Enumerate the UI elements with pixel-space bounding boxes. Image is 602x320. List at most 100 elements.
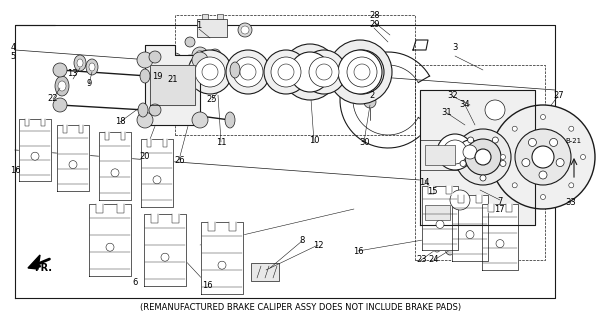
Text: 18: 18: [115, 117, 126, 126]
Ellipse shape: [53, 63, 67, 77]
Ellipse shape: [214, 68, 222, 76]
Bar: [251, 263, 279, 281]
Bar: [425, 145, 455, 165]
Ellipse shape: [149, 104, 161, 116]
Polygon shape: [28, 255, 40, 269]
Ellipse shape: [158, 92, 172, 112]
Text: 15: 15: [427, 188, 438, 196]
Ellipse shape: [492, 137, 498, 143]
Polygon shape: [208, 222, 215, 231]
Ellipse shape: [436, 220, 444, 228]
Ellipse shape: [77, 59, 83, 67]
Text: 22: 22: [48, 94, 58, 103]
Ellipse shape: [468, 137, 474, 143]
Polygon shape: [144, 214, 186, 286]
Ellipse shape: [466, 231, 474, 239]
Ellipse shape: [191, 63, 209, 81]
Ellipse shape: [302, 50, 346, 94]
Ellipse shape: [512, 126, 517, 131]
Ellipse shape: [496, 240, 504, 248]
Ellipse shape: [183, 55, 197, 69]
Ellipse shape: [550, 139, 557, 147]
Text: 33: 33: [565, 198, 576, 207]
Ellipse shape: [340, 50, 384, 94]
Polygon shape: [201, 222, 243, 294]
Ellipse shape: [238, 23, 252, 37]
Ellipse shape: [202, 64, 218, 80]
Ellipse shape: [580, 155, 586, 159]
Ellipse shape: [195, 57, 225, 87]
Ellipse shape: [106, 243, 114, 251]
Text: FR.: FR.: [34, 263, 52, 273]
Text: 19: 19: [152, 72, 163, 81]
Ellipse shape: [480, 175, 486, 181]
Polygon shape: [19, 119, 51, 181]
Text: 2: 2: [370, 92, 374, 100]
Text: (REMANUFACTURED BRAKE CALIPER ASSY DOES NOT INCLUDE BRAKE PADS): (REMANUFACTURED BRAKE CALIPER ASSY DOES …: [140, 303, 462, 312]
Bar: [217, 14, 223, 19]
Text: 11: 11: [216, 138, 227, 147]
Text: 13: 13: [67, 69, 78, 78]
Ellipse shape: [522, 159, 530, 167]
Ellipse shape: [475, 149, 491, 165]
Ellipse shape: [471, 121, 479, 133]
Polygon shape: [428, 186, 433, 194]
Polygon shape: [57, 125, 89, 191]
Polygon shape: [458, 195, 464, 203]
Polygon shape: [506, 204, 512, 212]
Ellipse shape: [86, 59, 98, 75]
Ellipse shape: [137, 52, 153, 68]
Ellipse shape: [569, 126, 574, 131]
Polygon shape: [25, 119, 29, 126]
Polygon shape: [420, 90, 535, 225]
Polygon shape: [163, 139, 167, 147]
Text: B-21: B-21: [565, 139, 581, 144]
Bar: [202, 14, 208, 19]
Polygon shape: [151, 214, 158, 223]
Text: 5: 5: [11, 52, 16, 61]
Ellipse shape: [230, 62, 240, 78]
Text: 28: 28: [369, 11, 380, 20]
Polygon shape: [150, 65, 195, 105]
Ellipse shape: [55, 76, 69, 96]
Polygon shape: [79, 125, 84, 133]
Text: 16: 16: [202, 281, 213, 290]
Ellipse shape: [316, 64, 332, 80]
Text: 12: 12: [312, 241, 323, 250]
Text: 29: 29: [369, 20, 380, 29]
Ellipse shape: [539, 171, 547, 179]
Ellipse shape: [278, 64, 294, 80]
Ellipse shape: [271, 57, 301, 87]
Polygon shape: [488, 204, 494, 212]
Text: 16: 16: [353, 247, 364, 256]
Ellipse shape: [347, 57, 377, 87]
Ellipse shape: [149, 51, 161, 63]
Polygon shape: [117, 204, 123, 212]
Ellipse shape: [188, 50, 232, 94]
Ellipse shape: [31, 152, 39, 160]
Ellipse shape: [569, 183, 574, 188]
Polygon shape: [452, 195, 488, 261]
Bar: [197, 19, 227, 37]
Ellipse shape: [218, 261, 226, 269]
Polygon shape: [96, 204, 103, 212]
Ellipse shape: [463, 145, 477, 159]
Ellipse shape: [491, 105, 595, 209]
Ellipse shape: [282, 44, 338, 100]
Polygon shape: [446, 186, 452, 194]
Ellipse shape: [290, 52, 330, 92]
Ellipse shape: [192, 112, 208, 128]
Ellipse shape: [437, 134, 473, 170]
Ellipse shape: [74, 55, 86, 71]
Text: 17: 17: [494, 205, 505, 214]
Ellipse shape: [541, 115, 545, 119]
Ellipse shape: [264, 50, 308, 94]
Ellipse shape: [445, 241, 455, 255]
Ellipse shape: [192, 52, 208, 68]
Ellipse shape: [515, 129, 571, 185]
Text: 30: 30: [359, 138, 370, 147]
Ellipse shape: [192, 47, 208, 63]
Ellipse shape: [211, 65, 225, 79]
Ellipse shape: [195, 67, 205, 77]
Ellipse shape: [209, 49, 221, 61]
